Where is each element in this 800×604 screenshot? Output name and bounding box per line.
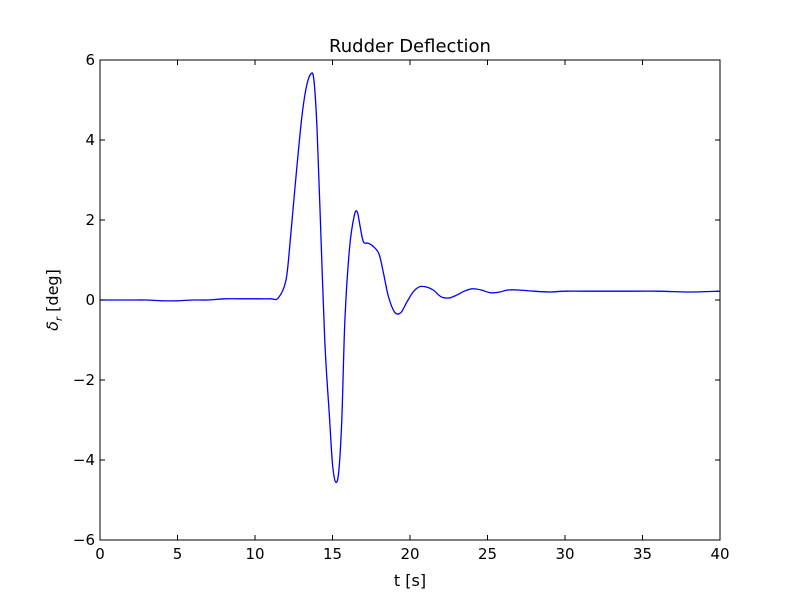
x-tick-label: 25 <box>478 545 497 563</box>
y-tick-label: −6 <box>73 531 95 549</box>
x-tick-label: 40 <box>710 545 729 563</box>
y-label-symbol: δ <box>43 321 62 331</box>
y-label-subscript: r <box>54 316 65 321</box>
x-tick-label: 35 <box>633 545 652 563</box>
x-tick-label: 10 <box>245 545 264 563</box>
y-tick-label: 0 <box>85 291 95 309</box>
y-tick-label: 4 <box>85 131 95 149</box>
y-tick-label: −2 <box>73 371 95 389</box>
y-tick-label: 6 <box>85 51 95 69</box>
y-tick-label: 2 <box>85 211 95 229</box>
y-label-unit: [deg] <box>43 269 62 317</box>
y-tick-label: −4 <box>73 451 95 469</box>
plot-area <box>100 72 720 484</box>
x-tick-label: 15 <box>323 545 342 563</box>
y-axis-label: δr [deg] <box>43 269 65 331</box>
x-axis-label: t [s] <box>394 571 426 590</box>
x-tick-label: 30 <box>555 545 574 563</box>
x-tick-label: 20 <box>400 545 419 563</box>
x-tick-label: 5 <box>173 545 183 563</box>
series-line-0 <box>100 72 720 484</box>
x-tick-label: 0 <box>95 545 105 563</box>
chart-title: Rudder Deflection <box>329 36 491 57</box>
axes: 0 5 10 15 20 25 30 35 40 −6 −4 −2 0 2 4 6 <box>73 51 730 563</box>
